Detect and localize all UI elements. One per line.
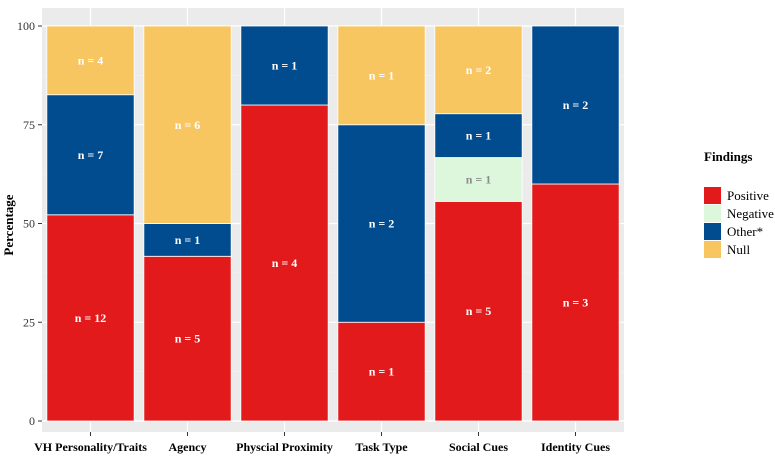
bar-segment-null <box>434 25 523 115</box>
segment-count-label: n = 1 <box>369 365 395 379</box>
x-category-label: Agency <box>169 440 207 454</box>
bar-segment-null <box>46 25 135 96</box>
y-tick-label: 0 <box>29 414 35 428</box>
segment-labels: n = 12 n = 7 n = 4 n = 5 n = 1 n = 6 n = 4 n = … <box>75 53 589 378</box>
segment-count-label: n = 1 <box>466 129 492 143</box>
y-axis-title: Percentage <box>1 194 16 255</box>
segment-count-label: n = 4 <box>78 53 104 67</box>
legend-swatch <box>704 223 721 240</box>
legend-label: Negative <box>727 206 774 221</box>
plot-panel <box>42 8 624 432</box>
legend-label: Null <box>727 242 751 257</box>
bar-segment-positive <box>531 183 620 422</box>
segment-count-label: n = 5 <box>466 304 492 318</box>
bar-segment-other <box>434 113 523 158</box>
y-tick-label: 75 <box>23 118 35 132</box>
y-tick-label: 100 <box>17 19 35 33</box>
segment-count-label: n = 6 <box>175 118 201 132</box>
bar-segment-positive <box>434 200 523 422</box>
bar-segment-other <box>143 223 232 257</box>
x-axis: VH Personality/Traits Agency Physcial Prox… <box>34 432 610 454</box>
segment-count-label: n = 2 <box>563 98 589 112</box>
bar-segment-negative <box>434 157 523 202</box>
segment-count-label: n = 12 <box>75 311 107 325</box>
segment-count-label: n = 1 <box>466 172 492 186</box>
legend-swatch <box>704 241 721 258</box>
segment-count-label: n = 5 <box>175 332 201 346</box>
legend: Findings Positive Negative Other* Null <box>704 149 774 258</box>
segment-count-label: n = 1 <box>175 233 201 247</box>
segment-count-label: n = 3 <box>563 296 589 310</box>
x-category-label: Physcial Proximity <box>236 440 333 454</box>
legend-label: Positive <box>727 188 769 203</box>
bar-segment-null <box>337 25 426 126</box>
segment-count-label: n = 2 <box>369 217 395 231</box>
bar-segment-positive <box>337 321 426 422</box>
segment-count-label: n = 1 <box>369 68 395 82</box>
x-category-label: Identity Cues <box>541 440 610 454</box>
x-category-label: Task Type <box>355 440 408 454</box>
segment-count-label: n = 1 <box>272 59 298 73</box>
bar-segment-null <box>143 25 232 224</box>
segment-count-label: n = 7 <box>78 148 104 162</box>
y-tick-label: 50 <box>23 217 35 231</box>
legend-label: Other* <box>727 224 763 239</box>
x-category-label: Social Cues <box>449 440 508 454</box>
y-tick-label: 25 <box>23 315 35 329</box>
segment-count-label: n = 2 <box>466 63 492 77</box>
legend-swatch <box>704 205 721 222</box>
y-axis: 0 25 50 75 100 <box>17 19 42 428</box>
bar-segments <box>46 25 620 422</box>
legend-swatch <box>704 187 721 204</box>
bar-segment-other <box>240 25 329 106</box>
bar-segment-positive <box>240 104 329 422</box>
x-category-label: VH Personality/Traits <box>34 440 147 454</box>
segment-count-label: n = 4 <box>272 256 298 270</box>
bar-segment-other <box>337 124 426 323</box>
legend-title: Findings <box>704 149 752 164</box>
bar-segment-positive <box>143 255 232 422</box>
bar-segment-other <box>531 25 620 185</box>
